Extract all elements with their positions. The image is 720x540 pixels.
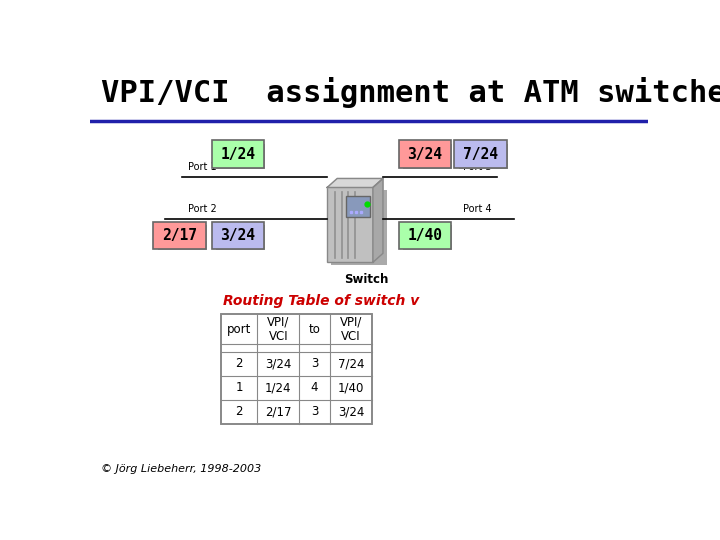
FancyBboxPatch shape bbox=[454, 140, 507, 168]
FancyBboxPatch shape bbox=[399, 221, 451, 249]
FancyBboxPatch shape bbox=[212, 140, 264, 168]
FancyBboxPatch shape bbox=[216, 225, 265, 250]
FancyBboxPatch shape bbox=[212, 221, 264, 249]
FancyBboxPatch shape bbox=[327, 187, 373, 262]
FancyBboxPatch shape bbox=[403, 144, 452, 168]
Text: 2: 2 bbox=[235, 357, 243, 370]
Text: 1/24: 1/24 bbox=[265, 381, 292, 394]
Text: 2/17: 2/17 bbox=[265, 406, 292, 419]
Text: 1/40: 1/40 bbox=[338, 381, 364, 394]
FancyBboxPatch shape bbox=[459, 144, 508, 168]
FancyBboxPatch shape bbox=[331, 191, 387, 265]
Text: 3: 3 bbox=[311, 406, 318, 419]
FancyBboxPatch shape bbox=[221, 314, 372, 424]
Text: Port 1: Port 1 bbox=[188, 162, 216, 172]
Text: 2: 2 bbox=[235, 406, 243, 419]
Polygon shape bbox=[327, 179, 383, 187]
Text: 3/24: 3/24 bbox=[338, 406, 364, 419]
Text: VPI/
VCI: VPI/ VCI bbox=[267, 315, 289, 343]
FancyBboxPatch shape bbox=[153, 221, 205, 249]
Text: VPI/
VCI: VPI/ VCI bbox=[340, 315, 362, 343]
Text: 4: 4 bbox=[311, 381, 318, 394]
Text: 3/24: 3/24 bbox=[265, 357, 292, 370]
Text: Port 2: Port 2 bbox=[188, 204, 217, 214]
Text: Port 3: Port 3 bbox=[463, 162, 492, 172]
Text: 7/24: 7/24 bbox=[463, 147, 498, 161]
Text: Routing Table of switch v: Routing Table of switch v bbox=[223, 294, 420, 308]
Text: 1: 1 bbox=[235, 381, 243, 394]
FancyBboxPatch shape bbox=[158, 225, 207, 250]
Text: 1/40: 1/40 bbox=[408, 228, 442, 243]
Text: 3: 3 bbox=[311, 357, 318, 370]
Text: 1/24: 1/24 bbox=[220, 147, 256, 161]
FancyBboxPatch shape bbox=[399, 140, 451, 168]
Text: VPI/VCI  assignment at ATM switches: VPI/VCI assignment at ATM switches bbox=[101, 77, 720, 109]
Text: 3/24: 3/24 bbox=[408, 147, 442, 161]
Polygon shape bbox=[373, 179, 383, 262]
Text: 2/17: 2/17 bbox=[162, 228, 197, 243]
FancyBboxPatch shape bbox=[403, 225, 452, 250]
Text: 7/24: 7/24 bbox=[338, 357, 364, 370]
Text: Switch: Switch bbox=[343, 273, 388, 286]
Text: 3/24: 3/24 bbox=[220, 228, 256, 243]
Text: © Jörg Liebeherr, 1998-2003: © Jörg Liebeherr, 1998-2003 bbox=[101, 464, 261, 474]
Text: Port 4: Port 4 bbox=[463, 204, 492, 214]
Text: port: port bbox=[227, 323, 251, 336]
FancyBboxPatch shape bbox=[216, 144, 265, 168]
FancyBboxPatch shape bbox=[346, 197, 370, 218]
Text: to: to bbox=[309, 323, 320, 336]
